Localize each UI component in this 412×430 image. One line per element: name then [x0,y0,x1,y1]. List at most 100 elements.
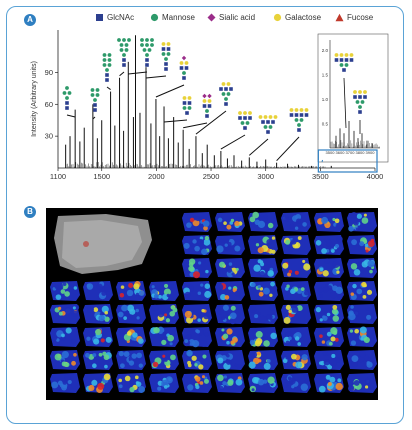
ion-intensity-spot [296,218,302,224]
tissue-ion-image [347,326,377,347]
ion-intensity-spot [236,364,242,370]
tissue-ion-image [314,373,344,393]
ion-intensity-spot [216,245,224,253]
glycan-structure [62,86,72,110]
ion-intensity-spot [170,354,176,361]
mannose-icon [263,125,268,129]
ion-intensity-spot [167,334,174,342]
ion-intensity-spot [322,286,329,293]
ion-intensity-spot [95,328,102,336]
ion-intensity-spot [263,335,268,341]
ion-intensity-spot [251,282,256,288]
glcnac-icon [105,78,109,82]
galactose-icon [304,108,309,112]
ion-intensity-spot [228,262,233,266]
ion-intensity-spot [263,340,270,347]
ion-intensity-spot [156,374,163,381]
ion-intensity-spot [200,258,206,264]
ion-intensity-spot [153,293,159,299]
ion-intensity-spot [151,285,155,289]
ion-intensity-spot [257,284,262,289]
ion-intensity-spot [294,336,300,341]
ion-intensity-spot [348,225,354,232]
ion-intensity-spot [136,316,140,320]
mannose-icon [122,38,126,42]
galactose-icon [358,90,362,94]
ion-intensity-spot [194,363,198,367]
tissue-ion-image [182,349,212,370]
ion-intensity-spot [360,337,364,341]
ion-intensity-spot [217,357,224,364]
ion-intensity-spot [88,384,95,392]
ion-intensity-spot [331,308,338,315]
ion-intensity-spot [327,318,331,323]
ion-intensity-spot [257,247,264,254]
tissue-ion-image [281,350,311,370]
y-tick-label: 90 [45,68,53,77]
ion-intensity-spot [188,262,194,267]
ion-intensity-spot [103,354,110,361]
ion-intensity-spot [263,287,270,295]
ion-intensity-spot [98,314,105,322]
ion-intensity-spot [251,388,255,392]
tissue-ion-image [215,304,245,325]
ion-intensity-spot [226,224,232,230]
tissue-ion-image [314,281,344,301]
x-tick-label: 3000 [257,172,274,181]
ion-intensity-spot [350,340,357,346]
inset-x-tick-label: 3800 [356,150,366,155]
ion-intensity-spot [60,289,66,294]
galactose-icon [161,42,166,46]
galactose-icon [289,108,294,112]
ion-intensity-spot [232,288,237,293]
ion-intensity-spot [197,291,202,295]
ion-intensity-spot [351,239,357,246]
ion-intensity-spot [322,351,327,356]
ion-intensity-spot [184,310,192,318]
ion-intensity-spot [303,263,311,271]
ion-intensity-spot [230,340,235,345]
inset-y-tick-label: 0.5 [322,121,329,126]
glcnac-icon [205,114,209,118]
inset-glycan [353,90,367,114]
glcnac-icon [93,108,97,112]
ion-intensity-spot [203,220,210,227]
annotation-line [155,84,185,98]
ion-intensity-spot [287,272,292,277]
tissue-ion-image [50,281,80,301]
inset-x-tick-label: 3700 [346,150,356,155]
ion-intensity-spot [202,354,207,359]
mannose-icon [161,52,166,56]
panel-b-badge: B [24,206,36,218]
ion-intensity-spot [335,222,343,230]
ion-intensity-spot [257,311,261,316]
tissue-ion-image [50,373,80,393]
x-tick-label: 2000 [148,172,165,181]
annotation-line [145,75,167,79]
sialic-acid-icon [207,93,212,99]
ion-intensity-spot [226,328,233,335]
galactose-icon [294,108,299,112]
ion-intensity-spot [257,259,262,264]
glcnac-icon [271,120,275,124]
inset-x-tick-label: 3900 [366,150,376,155]
ion-intensity-spot [61,350,69,359]
circle-icon [150,13,159,22]
ion-intensity-spot [216,283,224,291]
ion-intensity-spot [64,307,72,314]
ion-intensity-spot [163,283,169,288]
glcnac-icon [65,106,69,110]
galactose-icon [258,115,263,119]
ion-intensity-spot [92,353,97,357]
glcnac-icon [299,113,304,117]
ion-intensity-spot [61,333,65,338]
ion-intensity-spot [203,312,210,320]
glcnac-icon [342,68,346,72]
legend-label: Fucose [347,13,374,22]
ion-intensity-spot [350,292,355,296]
glcnac-icon [353,95,357,99]
ion-intensity-spot [151,304,159,312]
glcnac-icon [229,87,233,91]
ion-intensity-spot [104,310,108,315]
ion-intensity-spot [184,291,191,298]
